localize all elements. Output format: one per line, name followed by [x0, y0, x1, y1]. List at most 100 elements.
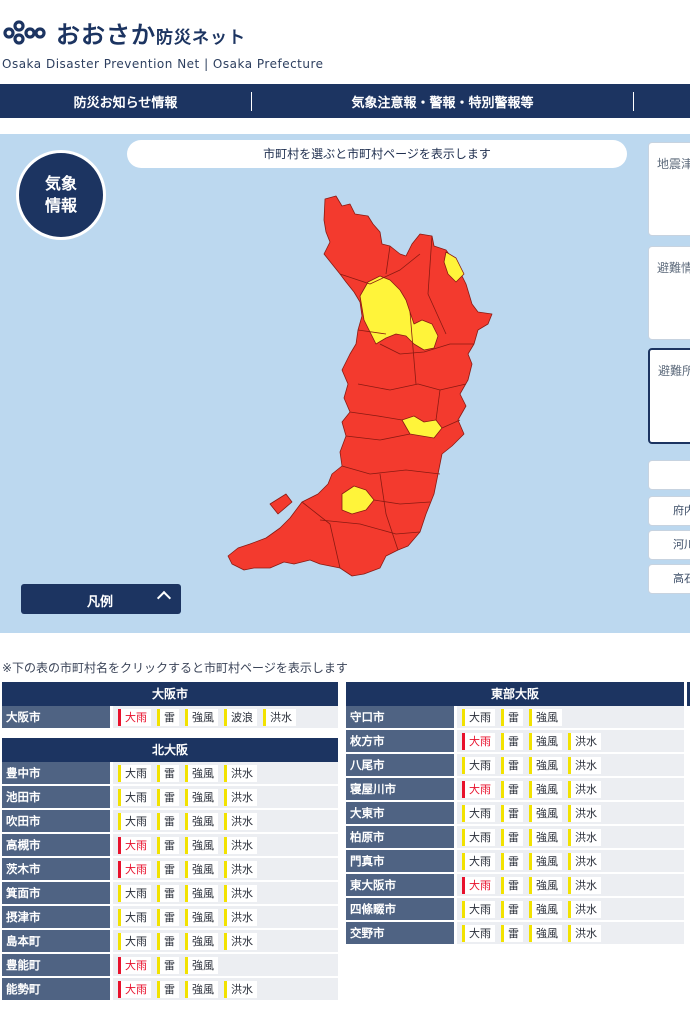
side-button-river[interactable]: 河川 [648, 530, 690, 560]
advisory-tag: 雷 [157, 860, 179, 878]
table-row: 門真市 大雨雷強風 洪水 [346, 850, 684, 874]
main-nav: 防災お知らせ情報 気象注意報・警報・特別警報等 [0, 84, 690, 118]
table-higashi-osaka: 東部大阪 守口市 大雨雷強風 枚方市 大雨雷強風 洪水 八尾市 大雨雷強風 洪水 寝屋川市 大雨雷… [346, 682, 684, 946]
alert-list: 大雨雷強風 洪水 [457, 850, 684, 872]
advisory-tag: 洪水 [224, 812, 257, 830]
municipality-link[interactable]: 門真市 [346, 850, 454, 872]
municipality-link[interactable]: 守口市 [346, 706, 454, 728]
alert-list: 大雨雷強風 洪水 [113, 858, 338, 880]
municipality-link[interactable]: 柏原市 [346, 826, 454, 848]
advisory-tag: 雷 [501, 732, 523, 750]
municipality-link[interactable]: 豊能町 [2, 954, 110, 976]
municipality-link[interactable]: 池田市 [2, 786, 110, 808]
advisory-tag: 強風 [529, 852, 562, 870]
municipality-link[interactable]: 枚方市 [346, 730, 454, 752]
nav-weather-warnings[interactable]: 気象注意報・警報・特別警報等 [252, 91, 634, 111]
advisory-tag: 強風 [185, 708, 218, 726]
municipality-link[interactable]: 八尾市 [346, 754, 454, 776]
advisory-tag: 洪水 [568, 828, 601, 846]
osaka-prefecture-map[interactable] [210, 184, 510, 584]
site-title[interactable]: おおさか防災ネット [56, 15, 246, 50]
municipality-link[interactable]: 吹田市 [2, 810, 110, 832]
table-row: 大阪市 大雨雷強風 波浪 洪水 [2, 706, 338, 730]
advisory-tag: 強風 [185, 980, 218, 998]
alert-list: 大雨雷強風 洪水 [457, 778, 684, 800]
municipality-link[interactable]: 箕面市 [2, 882, 110, 904]
table-row: 守口市 大雨雷強風 [346, 706, 684, 730]
advisory-tag: 大雨 [462, 852, 495, 870]
side-button-takaishi[interactable]: 高石 [648, 564, 690, 594]
badge-line-2: 情報 [44, 196, 77, 215]
table-row: 八尾市 大雨雷強風 洪水 [346, 754, 684, 778]
alert-list: 大雨雷強風 洪水 [113, 906, 338, 928]
map-region-advisory-north[interactable] [359, 275, 439, 351]
warning-tag: 大雨 [462, 876, 495, 894]
map-region-warning[interactable] [227, 195, 493, 577]
advisory-tag: 雷 [501, 708, 523, 726]
municipality-link[interactable]: 能勢町 [2, 978, 110, 1000]
map-region-advisory-northeast[interactable] [443, 251, 465, 283]
warning-tag: 大雨 [118, 836, 151, 854]
table-row: 吹田市 大雨雷強風 洪水 [2, 810, 338, 834]
table-row: 枚方市 大雨雷強風 洪水 [346, 730, 684, 754]
advisory-tag: 雷 [501, 924, 523, 942]
advisory-tag: 強風 [185, 908, 218, 926]
side-card-evacuation-info[interactable]: 避難情 [648, 246, 690, 340]
legend-toggle-button[interactable]: 凡例 [21, 584, 181, 614]
advisory-tag: 雷 [157, 980, 179, 998]
advisory-tag: 洪水 [224, 836, 257, 854]
alert-list: 大雨雷強風 洪水 [457, 754, 684, 776]
advisory-tag: 雷 [157, 812, 179, 830]
weather-info-badge: 気象 情報 [16, 150, 106, 240]
alert-list: 大雨雷強風 洪水 [113, 834, 338, 856]
table-row: 摂津市 大雨雷強風 洪水 [2, 906, 338, 930]
advisory-tag: 雷 [157, 884, 179, 902]
municipality-link[interactable]: 大東市 [346, 802, 454, 824]
municipality-link[interactable]: 高槻市 [2, 834, 110, 856]
rows-kita-osaka: 豊中市 大雨雷強風 洪水 池田市 大雨雷強風 洪水 吹田市 大雨雷強風 洪水 高槻市 大雨雷強風 洪水… [2, 762, 338, 1002]
advisory-tag: 雷 [501, 900, 523, 918]
legend-label: 凡例 [87, 595, 114, 610]
osaka-logo-icon[interactable] [3, 18, 47, 46]
chevron-up-icon [156, 590, 172, 606]
municipality-link[interactable]: 東大阪市 [346, 874, 454, 896]
nav-disaster-info[interactable]: 防災お知らせ情報 [0, 91, 252, 111]
warning-tag: 大雨 [462, 732, 495, 750]
advisory-tag: 強風 [185, 812, 218, 830]
advisory-tag: 洪水 [224, 980, 257, 998]
site-title-small: 防災ネット [156, 28, 246, 48]
advisory-tag: 強風 [185, 788, 218, 806]
advisory-tag: 大雨 [462, 900, 495, 918]
municipality-link[interactable]: 四條畷市 [346, 898, 454, 920]
side-card-shelter[interactable]: 避難所 [648, 348, 690, 444]
municipality-link[interactable]: 豊中市 [2, 762, 110, 784]
map-region-advisory-sakai[interactable] [341, 485, 375, 515]
site-header: おおさか防災ネット Osaka Disaster Prevention Net … [0, 0, 690, 82]
alert-list: 大雨雷強風 洪水 [113, 762, 338, 784]
municipality-link[interactable]: 島本町 [2, 930, 110, 952]
advisory-tag: 雷 [157, 788, 179, 806]
region-header-kita-osaka: 北大阪 [2, 738, 338, 762]
side-button-prefecture[interactable]: 府内 [648, 496, 690, 526]
advisory-tag: 洪水 [568, 756, 601, 774]
side-button-blank[interactable] [648, 460, 690, 490]
weather-map-panel: 市町村を選ぶと市町村ページを表示します 気象 情報 [0, 134, 690, 633]
advisory-tag: 大雨 [118, 932, 151, 950]
table-row: 豊能町 大雨雷強風 [2, 954, 338, 978]
alert-list: 大雨雷強風 洪水 [457, 898, 684, 920]
table-row: 豊中市 大雨雷強風 洪水 [2, 762, 338, 786]
advisory-tag: 洪水 [568, 876, 601, 894]
municipality-link[interactable]: 摂津市 [2, 906, 110, 928]
advisory-tag: 強風 [185, 884, 218, 902]
advisory-tag: 雷 [157, 764, 179, 782]
municipality-link[interactable]: 茨木市 [2, 858, 110, 880]
badge-line-1: 気象 [44, 174, 77, 193]
advisory-tag: 雷 [501, 780, 523, 798]
municipality-link[interactable]: 交野市 [346, 922, 454, 944]
side-card-earthquake[interactable]: 地震津 [648, 142, 690, 236]
alert-list: 大雨雷強風 洪水 [457, 802, 684, 824]
municipality-link[interactable]: 寝屋川市 [346, 778, 454, 800]
municipality-link[interactable]: 大阪市 [2, 706, 110, 728]
advisory-tag: 洪水 [224, 908, 257, 926]
map-region-island[interactable] [269, 493, 293, 515]
